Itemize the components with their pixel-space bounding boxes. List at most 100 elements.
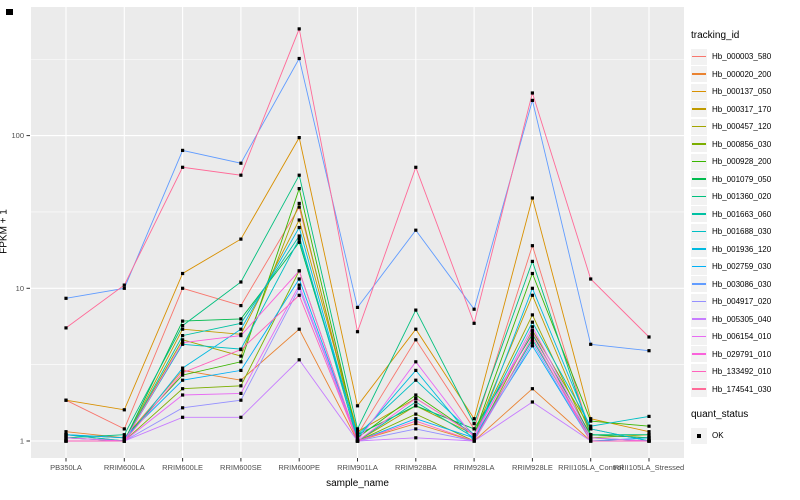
legend-label: Hb_001936_120 bbox=[712, 244, 772, 254]
data-point bbox=[414, 412, 418, 416]
legend-label: Hb_003086_030 bbox=[712, 279, 772, 289]
legend-key bbox=[691, 66, 707, 83]
legend-label: Hb_004917_020 bbox=[712, 297, 772, 307]
data-point bbox=[647, 349, 651, 353]
data-point bbox=[239, 161, 243, 165]
data-point bbox=[122, 283, 126, 287]
legend-item: Hb_001936_120 bbox=[691, 241, 799, 259]
legend-key bbox=[691, 206, 707, 223]
legend-label: Hb_133492_010 bbox=[712, 367, 772, 377]
x-tick-label: RRIM901LA bbox=[337, 463, 378, 472]
data-point bbox=[181, 371, 185, 375]
data-point bbox=[530, 330, 534, 334]
quant-key bbox=[691, 427, 707, 444]
data-point bbox=[239, 354, 243, 358]
data-point bbox=[414, 360, 418, 364]
data-point bbox=[414, 165, 418, 169]
data-point bbox=[64, 433, 68, 437]
data-point bbox=[647, 436, 651, 440]
legend-label: Hb_029791_010 bbox=[712, 349, 772, 359]
data-point bbox=[297, 225, 301, 230]
data-point bbox=[472, 436, 476, 440]
data-point bbox=[297, 201, 301, 205]
legend-item: Hb_006154_010 bbox=[691, 328, 799, 346]
data-point bbox=[297, 327, 301, 331]
data-point bbox=[530, 286, 534, 290]
legend-item: Hb_000003_580 bbox=[691, 48, 799, 66]
data-point bbox=[297, 269, 301, 273]
legend-item: Hb_133492_010 bbox=[691, 363, 799, 381]
legend-key bbox=[691, 136, 707, 153]
legend-label: Hb_000856_030 bbox=[712, 139, 772, 149]
legend-item: Hb_000020_200 bbox=[691, 66, 799, 84]
data-point bbox=[530, 196, 534, 200]
legend-key bbox=[691, 276, 707, 293]
legend-label: Hb_000317_170 bbox=[712, 104, 772, 114]
data-point bbox=[181, 327, 185, 331]
data-point bbox=[181, 373, 185, 377]
data-point bbox=[181, 271, 185, 276]
data-point bbox=[414, 327, 418, 331]
data-point bbox=[589, 436, 593, 440]
data-point bbox=[64, 436, 68, 440]
data-point bbox=[589, 419, 593, 423]
data-point bbox=[414, 308, 418, 312]
series-color-line-icon bbox=[692, 143, 706, 145]
data-point bbox=[122, 408, 126, 412]
legend-key bbox=[691, 223, 707, 240]
data-point bbox=[414, 396, 418, 400]
legend-key bbox=[691, 48, 707, 65]
series-color-line-icon bbox=[692, 353, 706, 355]
data-point bbox=[297, 205, 301, 209]
data-point bbox=[589, 342, 593, 346]
series-color-line-icon bbox=[692, 195, 706, 198]
series-color-line-icon bbox=[692, 248, 706, 250]
legend-key bbox=[691, 311, 707, 328]
data-point bbox=[530, 387, 534, 391]
data-point bbox=[297, 283, 301, 287]
data-point bbox=[530, 325, 534, 329]
series-color-line-icon bbox=[692, 370, 706, 373]
ok-square-icon bbox=[697, 433, 701, 438]
data-point bbox=[530, 98, 534, 102]
data-point bbox=[530, 341, 534, 345]
data-point bbox=[239, 321, 243, 325]
data-point bbox=[414, 368, 418, 372]
data-point bbox=[239, 391, 243, 395]
data-point bbox=[297, 358, 301, 362]
legend-label: Hb_000137_050 bbox=[712, 87, 772, 97]
data-point bbox=[239, 317, 243, 321]
series-color-line-icon bbox=[692, 55, 706, 58]
data-point bbox=[355, 404, 360, 408]
data-point bbox=[239, 237, 243, 241]
quant-legend-item: OK bbox=[691, 427, 799, 445]
legend-key bbox=[691, 258, 707, 275]
data-point bbox=[530, 244, 534, 248]
data-point bbox=[647, 424, 651, 428]
data-point bbox=[297, 237, 301, 241]
y-tick-label: 10 bbox=[16, 284, 24, 293]
data-point bbox=[647, 430, 651, 434]
legend-item: Hb_003086_030 bbox=[691, 276, 799, 294]
legend-key bbox=[691, 153, 707, 170]
data-point bbox=[122, 439, 126, 443]
data-point bbox=[64, 430, 68, 434]
x-tick-label: RRII105LA_Control bbox=[558, 463, 623, 472]
x-tick-label: RRIM928LE bbox=[512, 463, 553, 472]
series-color-line-icon bbox=[692, 318, 706, 320]
data-point bbox=[181, 324, 185, 328]
data-point bbox=[472, 427, 476, 431]
series-color-line-icon bbox=[692, 73, 706, 75]
legend-item: Hb_001079_050 bbox=[691, 171, 799, 189]
data-point bbox=[64, 398, 68, 402]
legend-key bbox=[691, 118, 707, 135]
data-point bbox=[530, 271, 534, 276]
data-point bbox=[239, 304, 243, 308]
x-tick-label: RRIM600PE bbox=[278, 463, 320, 472]
legend-key bbox=[691, 171, 707, 188]
y-tick-label: 100 bbox=[11, 131, 24, 140]
data-point bbox=[122, 286, 126, 290]
data-point bbox=[647, 433, 651, 437]
screen-artifact bbox=[6, 9, 13, 15]
data-point bbox=[530, 332, 534, 336]
